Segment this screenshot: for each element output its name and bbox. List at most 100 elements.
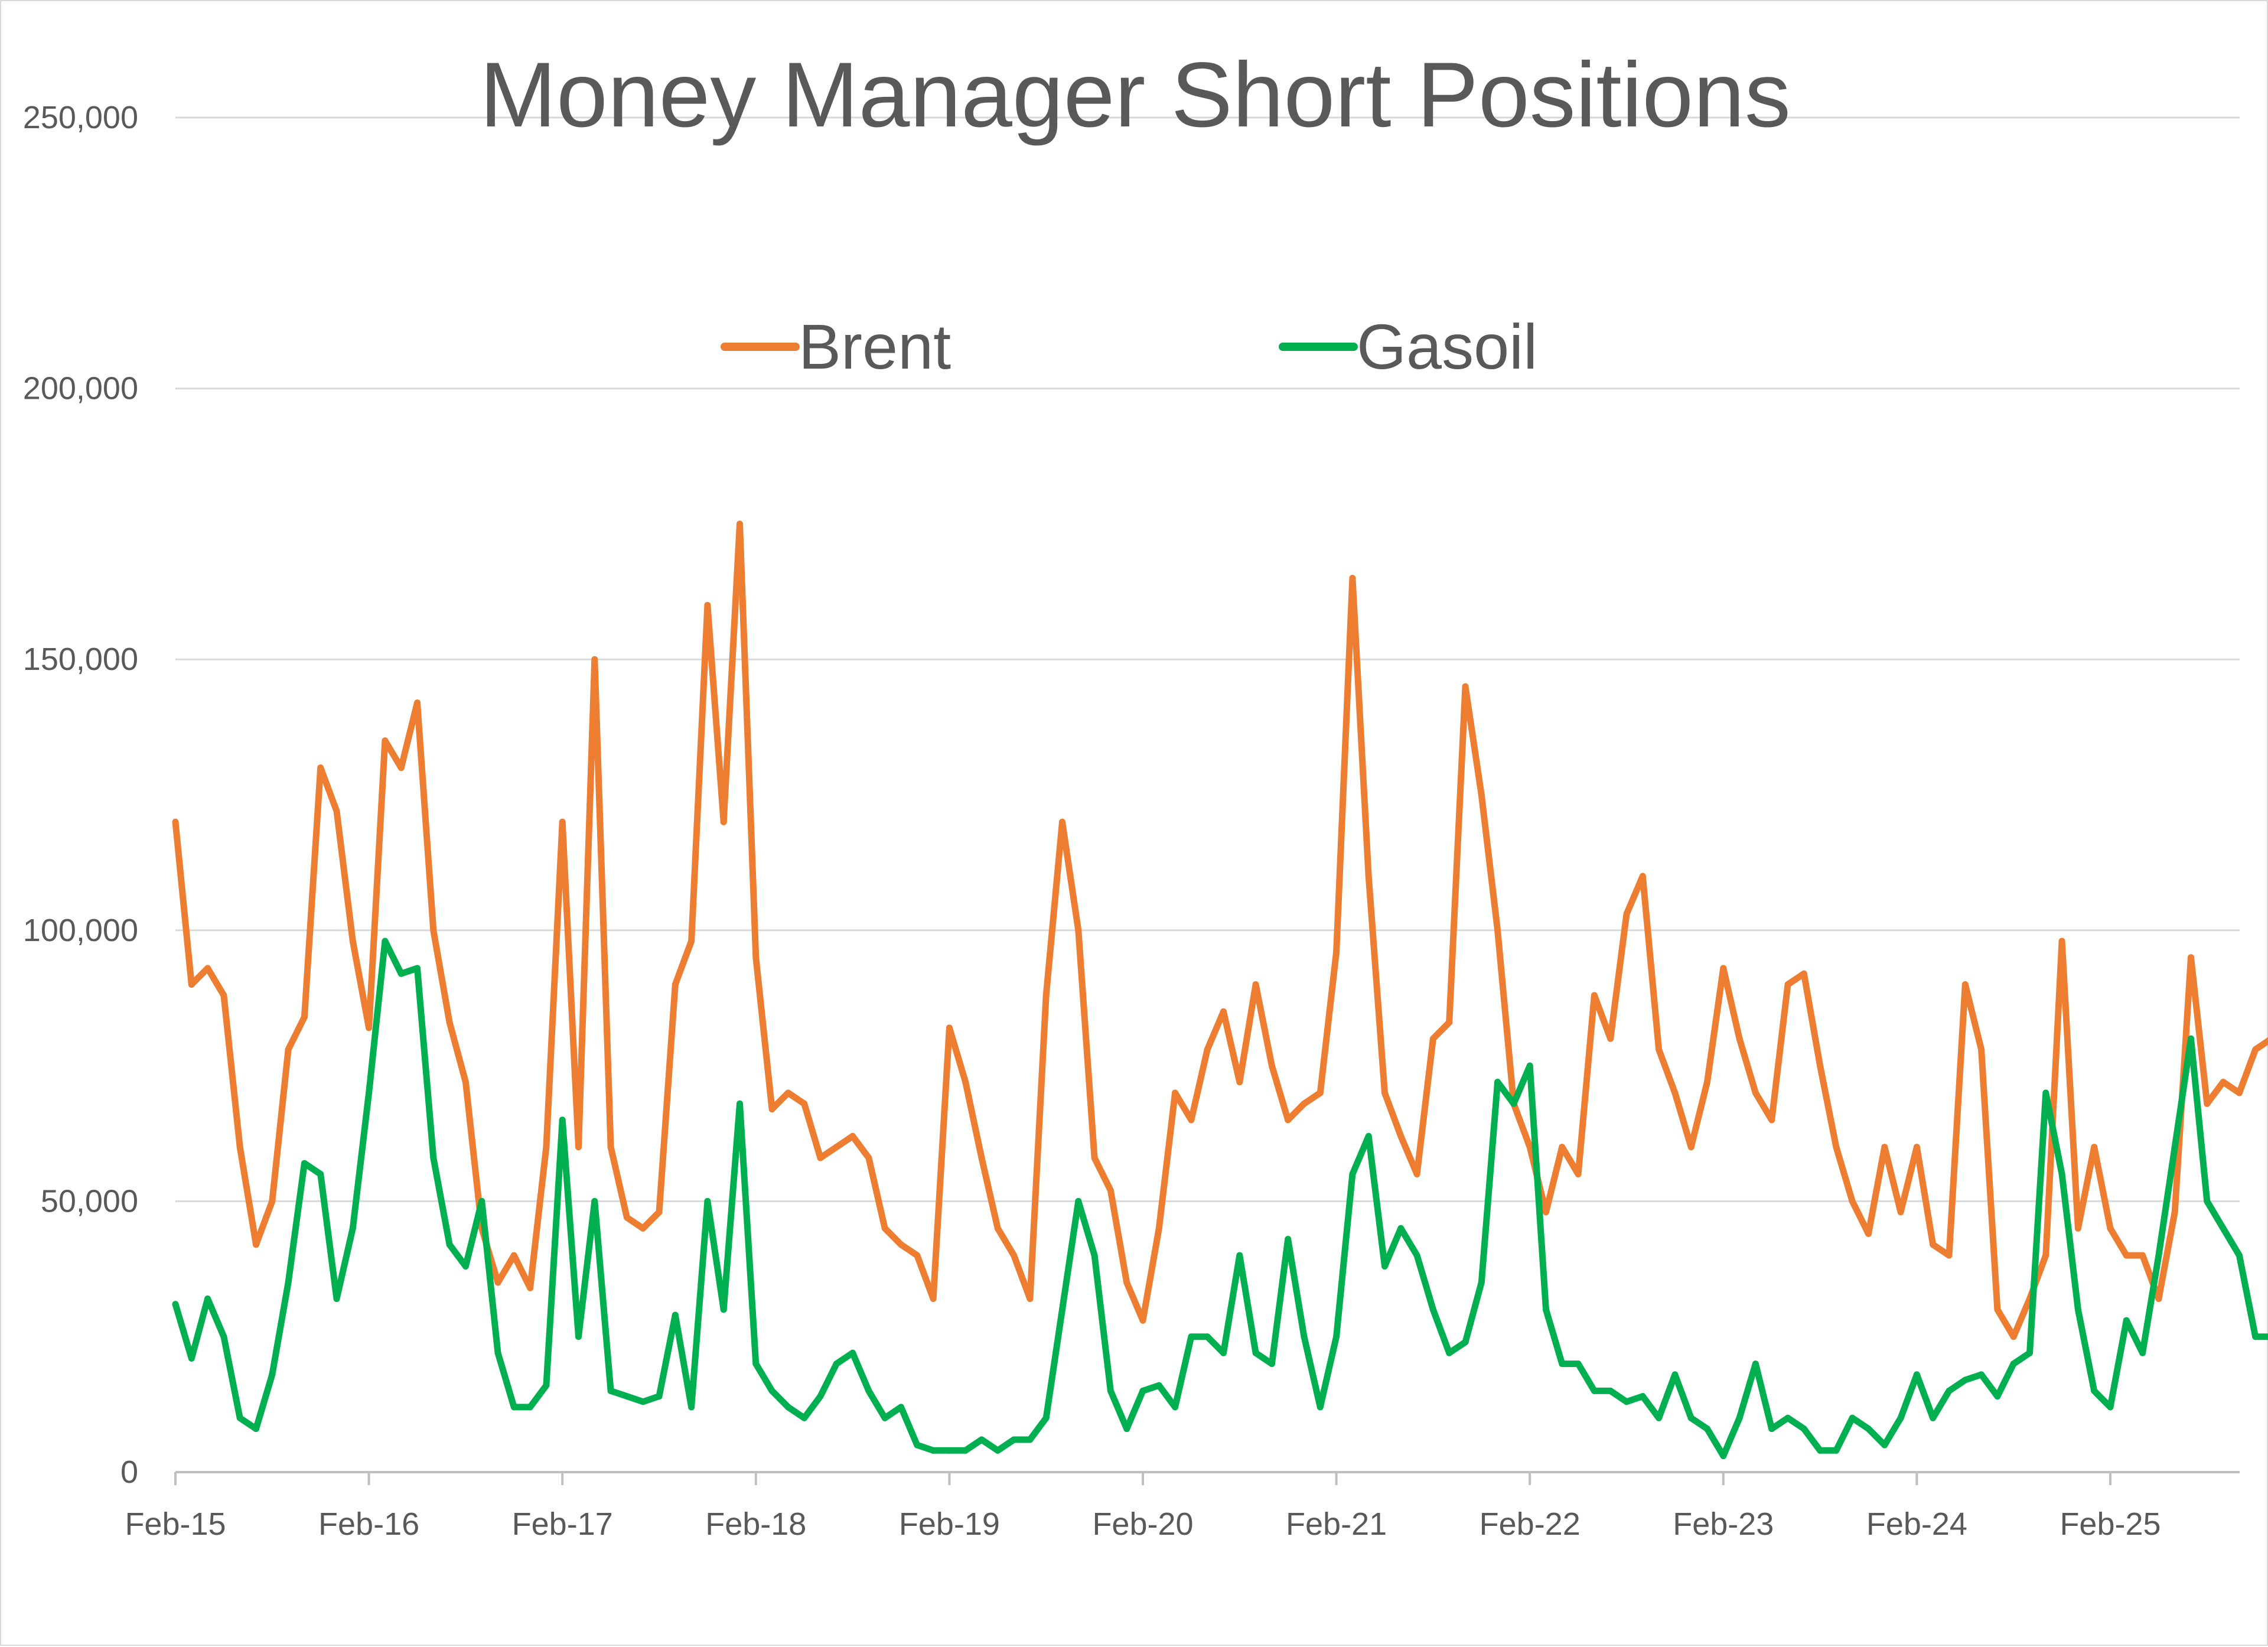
series-point-brent: [204, 965, 211, 972]
series-point-brent: [752, 954, 759, 961]
series-point-brent: [1236, 1079, 1243, 1085]
series-point-gasoil: [1640, 1393, 1646, 1399]
series-point-brent: [1059, 819, 1065, 825]
series-point-brent: [1962, 981, 1969, 988]
series-point-gasoil: [2042, 1090, 2049, 1096]
series-point-gasoil: [591, 1198, 598, 1205]
series-point-brent: [1140, 1317, 1146, 1324]
series-point-gasoil: [1430, 1306, 1436, 1313]
series-point-gasoil: [1381, 1263, 1388, 1270]
series-point-brent: [1720, 965, 1726, 972]
series-point-brent: [688, 938, 695, 945]
series-point-gasoil: [1962, 1377, 1969, 1384]
series-point-gasoil: [672, 1312, 679, 1319]
series-point-brent: [1269, 1063, 1275, 1069]
series-point-gasoil: [849, 1350, 856, 1356]
series-point-gasoil: [1930, 1415, 1936, 1421]
series-point-gasoil: [1156, 1382, 1162, 1389]
series-point-brent: [1446, 1019, 1452, 1026]
series-point-brent: [930, 1296, 937, 1302]
series-point-brent: [1785, 981, 1791, 988]
series-point-gasoil: [1285, 1236, 1291, 1242]
series-point-gasoil: [1220, 1350, 1227, 1356]
series-point-brent: [398, 764, 405, 771]
series-point-brent: [1704, 1079, 1710, 1085]
series-point-brent: [1349, 575, 1355, 581]
y-tick-label: 50,000: [41, 1183, 138, 1219]
series-point-gasoil: [1059, 1306, 1065, 1313]
series-point-brent: [1091, 1155, 1098, 1161]
series-point-brent: [575, 1144, 582, 1150]
series-point-gasoil: [1011, 1437, 1017, 1443]
series-point-gasoil: [495, 1350, 501, 1356]
series-point-gasoil: [2107, 1404, 2114, 1410]
series-point-brent: [1930, 1241, 1936, 1248]
series-point-gasoil: [1768, 1425, 1775, 1432]
series-point-gasoil: [1591, 1388, 1598, 1394]
series-point-brent: [785, 1090, 791, 1096]
y-tick-label: 250,000: [23, 100, 138, 135]
series-point-gasoil: [1656, 1415, 1662, 1421]
series-point-brent: [591, 656, 598, 663]
series-point-brent: [430, 927, 436, 933]
series-point-gasoil: [1671, 1371, 1678, 1378]
series-point-brent: [1333, 949, 1340, 955]
series-point-gasoil: [1801, 1425, 1807, 1432]
series-point-gasoil: [462, 1263, 469, 1270]
legend-label-brent: Brent: [799, 311, 951, 382]
series-point-brent: [833, 1144, 840, 1150]
series-point-brent: [1156, 1225, 1162, 1232]
series-point-gasoil: [2155, 1252, 2162, 1259]
series-point-brent: [624, 1214, 630, 1220]
series-point-brent: [704, 602, 711, 608]
series-point-brent: [1123, 1280, 1130, 1286]
series-point-brent: [656, 1209, 663, 1215]
series-point-gasoil: [2252, 1333, 2259, 1340]
series-point-gasoil: [2075, 1306, 2081, 1313]
series-point-gasoil: [1817, 1447, 1823, 1454]
series-point-gasoil: [204, 1296, 211, 1302]
series-point-brent: [317, 764, 324, 771]
x-tick-label: Feb-19: [899, 1506, 1000, 1542]
series-point-gasoil: [172, 1301, 179, 1307]
series-point-gasoil: [1027, 1437, 1033, 1443]
series-point-gasoil: [237, 1415, 243, 1421]
series-point-gasoil: [1898, 1415, 1904, 1421]
series-point-gasoil: [1366, 1133, 1372, 1140]
series-point-brent: [1865, 1231, 1872, 1237]
series-point-gasoil: [1494, 1079, 1501, 1085]
series-point-brent: [1366, 873, 1372, 880]
series-line-brent: [175, 416, 2268, 1337]
series-point-brent: [1220, 1008, 1227, 1015]
series-point-gasoil: [1317, 1404, 1324, 1410]
series-point-brent: [2236, 1090, 2243, 1096]
series-point-gasoil: [1914, 1371, 1920, 1378]
series-point-gasoil: [1075, 1198, 1081, 1205]
y-tick-label: 200,000: [23, 371, 138, 406]
series-point-gasoil: [447, 1241, 453, 1248]
series-point-brent: [1898, 1209, 1904, 1215]
series-point-brent: [1462, 683, 1469, 690]
series-point-brent: [962, 1079, 969, 1085]
series-point-gasoil: [414, 965, 421, 972]
series-point-gasoil: [285, 1280, 292, 1286]
series-point-brent: [1978, 1046, 1984, 1053]
series-point-gasoil: [1333, 1333, 1340, 1340]
series-point-gasoil: [1946, 1388, 1953, 1394]
series-point-gasoil: [1559, 1360, 1565, 1367]
series-point-brent: [527, 1285, 533, 1291]
series-point-gasoil: [2091, 1388, 2097, 1394]
series-point-brent: [1430, 1036, 1436, 1042]
series-point-brent: [737, 520, 743, 527]
series-point-gasoil: [769, 1388, 775, 1394]
series-point-brent: [172, 819, 179, 825]
x-tick-label: Feb-15: [125, 1506, 226, 1542]
series-point-gasoil: [979, 1437, 985, 1443]
series-point-brent: [1833, 1144, 1839, 1150]
x-tick-label: Feb-16: [318, 1506, 419, 1542]
series-point-gasoil: [1301, 1333, 1308, 1340]
series-point-gasoil: [1865, 1425, 1872, 1432]
series-point-gasoil: [317, 1171, 324, 1177]
